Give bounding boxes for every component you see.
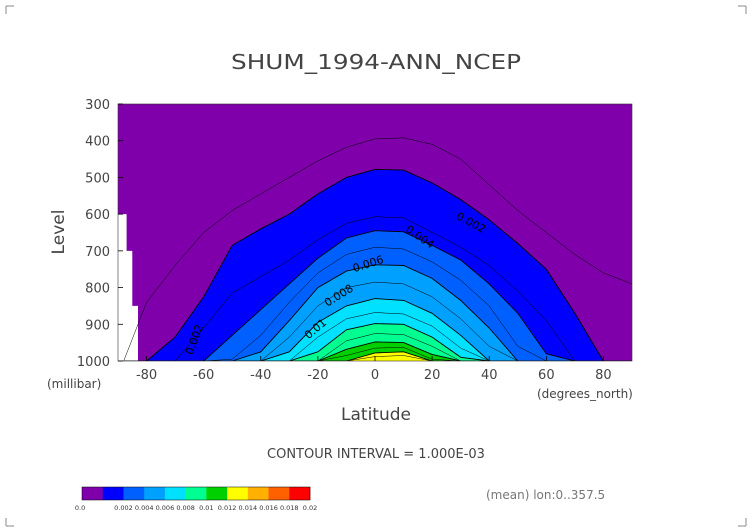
x-tick-label: -80 [136, 368, 157, 383]
y-tick-label: 500 [85, 171, 110, 186]
colorbar-label: 0.0 [75, 504, 85, 512]
page-corner-marks [5, 5, 747, 527]
colorbar-swatch [185, 487, 207, 500]
contour-line-6 [123, 281, 632, 361]
colorbar-swatch [164, 487, 186, 500]
colorbar-label: 0.014 [239, 504, 258, 512]
colorbar-swatch [227, 487, 249, 500]
y-tick-label: 1000 [77, 355, 110, 370]
colorbar-label: 0.004 [135, 504, 154, 512]
colorbar-swatch [206, 487, 228, 500]
y-axis-label: Level [49, 210, 69, 255]
contour-line-0 [123, 137, 632, 361]
colorbar-frame [81, 486, 311, 501]
colorbar-swatch [268, 487, 290, 500]
x-axis-unit: (degrees_north) [537, 387, 633, 401]
contour-line-12 [123, 347, 632, 361]
contour-line-5 [123, 264, 632, 361]
y-tick-label: 700 [85, 245, 110, 260]
colorbar: 0.0 0.002 0.004 0.006 0.008 0.01 0.012 0.014 0.0… [75, 486, 317, 512]
colorbar-label: 0.002 [114, 504, 133, 512]
x-tick-label: -20 [307, 368, 328, 383]
contour-line-3 [123, 230, 632, 361]
x-tick-label: -40 [250, 368, 271, 383]
colorbar-label: 0.008 [176, 504, 195, 512]
colorbar-label: 0.018 [280, 504, 299, 512]
y-tick-label: 800 [85, 282, 110, 297]
contour-line-10 [123, 333, 632, 361]
contour-line-7 [123, 298, 632, 361]
colorbar-label: 0.012 [218, 504, 237, 512]
contour-line-11 [123, 341, 632, 361]
colorbar-swatch [289, 487, 311, 500]
x-tick-label: 80 [595, 368, 612, 383]
colorbar-label: 0.02 [303, 504, 317, 512]
y-tick-label: 400 [85, 135, 110, 150]
colorbar-swatch [102, 487, 124, 500]
contour-line-2 [123, 216, 632, 361]
y-tick-label: 300 [85, 98, 110, 113]
x-tick-label: 40 [481, 368, 498, 383]
contour-line-9 [123, 323, 632, 361]
x-tick-label: 0 [371, 368, 379, 383]
x-tick-label: 60 [538, 368, 555, 383]
y-axis-unit: (millibar) [47, 377, 101, 391]
y-tick-label: 900 [85, 318, 110, 333]
colorbar-swatch [144, 487, 166, 500]
colorbar-label: 0.016 [259, 504, 278, 512]
contour-line-4 [123, 246, 632, 361]
colorbar-swatch [247, 487, 269, 500]
colorbar-label: 0.006 [156, 504, 175, 512]
axes: -80 -60 -40 -20 0 20 40 60 80 300 400 500 600 700 800 9… [77, 98, 633, 383]
contour-interval-text: CONTOUR INTERVAL = 1.000E-03 [267, 447, 485, 462]
x-tick-label: -60 [193, 368, 214, 383]
colorbar-swatch [82, 487, 104, 500]
x-axis-label: Latitude [341, 405, 411, 425]
contour-line-13 [123, 351, 632, 361]
colorbar-label: 0.01 [199, 504, 213, 512]
x-tick-label: 20 [424, 368, 441, 383]
contour-line-1 [123, 168, 632, 361]
fill-band-6 [123, 341, 632, 361]
y-tick-label: 600 [85, 208, 110, 223]
colorbar-swatch [123, 487, 145, 500]
chart-title: SHUM_1994-ANN_NCEP [231, 50, 521, 74]
plot-area [118, 104, 632, 361]
mean-text: (mean) lon:0..357.5 [486, 488, 605, 502]
contour-line-8 [123, 312, 632, 361]
